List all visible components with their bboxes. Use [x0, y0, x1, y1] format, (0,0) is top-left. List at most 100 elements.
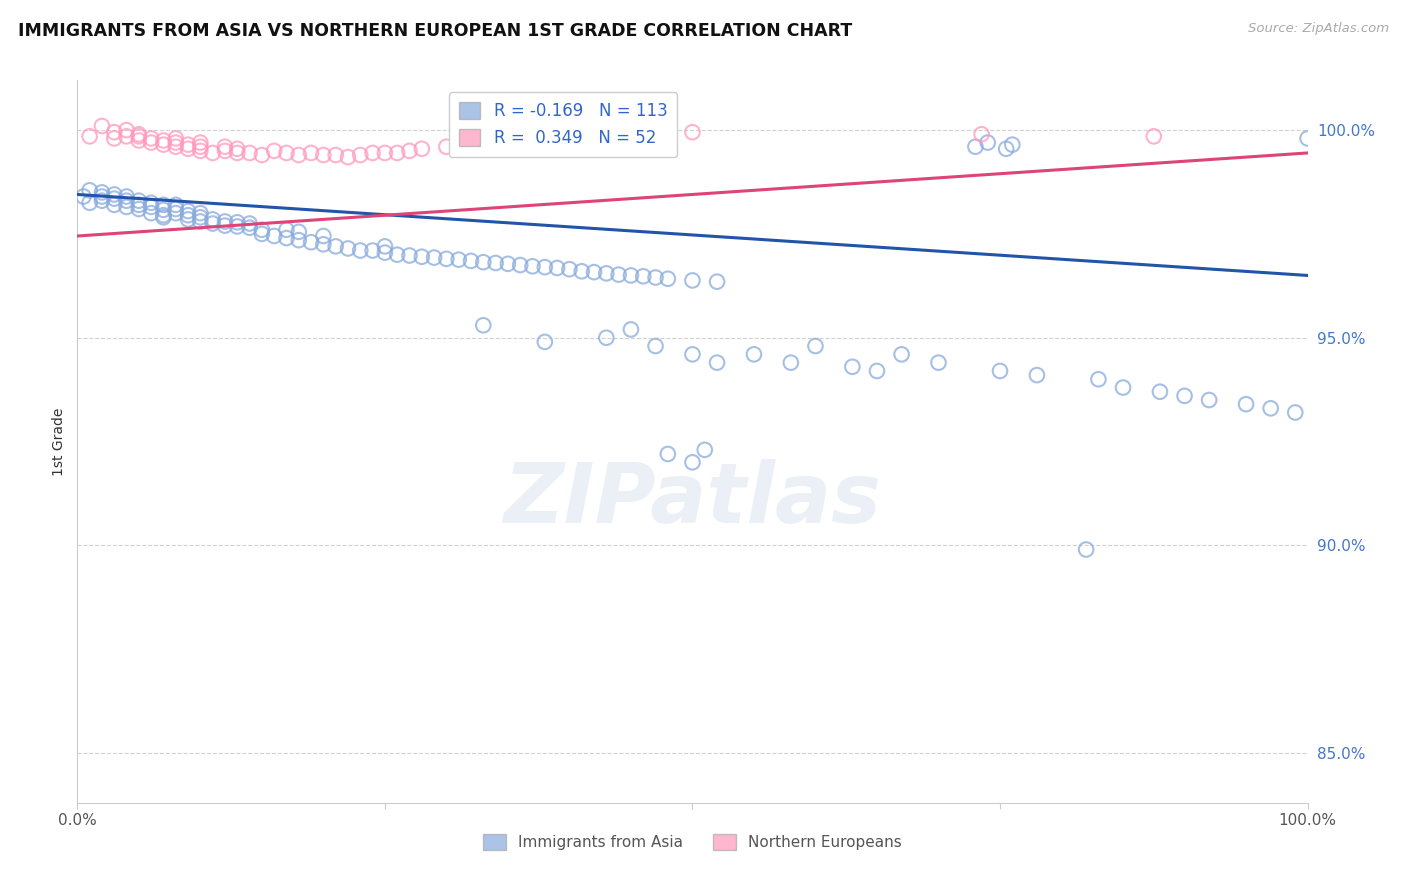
Point — [398, 144, 420, 158]
Point — [250, 223, 273, 237]
Point — [312, 229, 335, 244]
Point — [361, 244, 384, 258]
Point — [188, 206, 212, 220]
Point — [103, 187, 125, 202]
Point — [90, 189, 114, 203]
Point — [152, 211, 174, 225]
Point — [188, 144, 212, 158]
Point — [115, 123, 138, 137]
Point — [682, 273, 704, 287]
Point — [657, 272, 679, 286]
Point — [201, 145, 224, 160]
Point — [177, 137, 200, 152]
Point — [1296, 131, 1319, 145]
Point — [633, 269, 655, 284]
Point — [558, 262, 581, 277]
Point — [214, 139, 236, 153]
Point — [201, 212, 224, 227]
Point — [928, 356, 950, 370]
Point — [546, 260, 568, 275]
Point — [141, 200, 163, 214]
Point — [398, 248, 420, 262]
Point — [411, 142, 433, 156]
Point — [995, 142, 1018, 156]
Point — [128, 202, 150, 216]
Point — [485, 256, 508, 270]
Point — [276, 223, 298, 237]
Point — [128, 133, 150, 147]
Point — [90, 194, 114, 208]
Point — [977, 136, 1000, 150]
Point — [115, 200, 138, 214]
Point — [374, 239, 396, 253]
Point — [620, 129, 643, 144]
Point — [546, 133, 568, 147]
Point — [460, 253, 482, 268]
Point — [103, 125, 125, 139]
Point — [201, 217, 224, 231]
Point — [79, 183, 101, 197]
Point — [509, 258, 531, 272]
Point — [141, 136, 163, 150]
Point — [188, 211, 212, 225]
Point — [1143, 129, 1166, 144]
Point — [411, 250, 433, 264]
Point — [1198, 392, 1220, 407]
Point — [177, 212, 200, 227]
Point — [288, 148, 311, 162]
Point — [682, 125, 704, 139]
Point — [890, 347, 912, 361]
Point — [804, 339, 827, 353]
Point — [522, 260, 544, 274]
Point — [657, 447, 679, 461]
Point — [141, 195, 163, 210]
Point — [485, 137, 508, 152]
Point — [607, 268, 630, 282]
Text: IMMIGRANTS FROM ASIA VS NORTHERN EUROPEAN 1ST GRADE CORRELATION CHART: IMMIGRANTS FROM ASIA VS NORTHERN EUROPEA… — [18, 22, 852, 40]
Point — [325, 148, 347, 162]
Point — [152, 208, 174, 222]
Point — [534, 334, 557, 349]
Point — [226, 142, 249, 156]
Point — [1026, 368, 1049, 383]
Point — [1260, 401, 1282, 416]
Point — [595, 266, 617, 280]
Point — [1087, 372, 1109, 386]
Point — [177, 204, 200, 219]
Point — [742, 347, 765, 361]
Point — [90, 119, 114, 133]
Point — [115, 189, 138, 203]
Point — [385, 145, 409, 160]
Point — [1112, 380, 1135, 394]
Point — [1001, 137, 1024, 152]
Point — [1076, 542, 1098, 557]
Point — [1149, 384, 1171, 399]
Point — [706, 356, 728, 370]
Point — [165, 198, 187, 212]
Point — [165, 202, 187, 216]
Point — [226, 145, 249, 160]
Point — [128, 194, 150, 208]
Point — [239, 217, 262, 231]
Point — [188, 214, 212, 228]
Point — [299, 235, 322, 250]
Point — [571, 264, 593, 278]
Point — [79, 195, 101, 210]
Point — [141, 206, 163, 220]
Point — [128, 129, 150, 144]
Point — [841, 359, 863, 374]
Point — [226, 219, 249, 234]
Point — [644, 339, 666, 353]
Point — [970, 128, 993, 142]
Point — [79, 129, 101, 144]
Point — [276, 145, 298, 160]
Text: Source: ZipAtlas.com: Source: ZipAtlas.com — [1249, 22, 1389, 36]
Point — [349, 244, 371, 258]
Point — [103, 192, 125, 206]
Point — [165, 206, 187, 220]
Point — [115, 194, 138, 208]
Point — [780, 356, 803, 370]
Point — [152, 198, 174, 212]
Point — [312, 148, 335, 162]
Point — [226, 215, 249, 229]
